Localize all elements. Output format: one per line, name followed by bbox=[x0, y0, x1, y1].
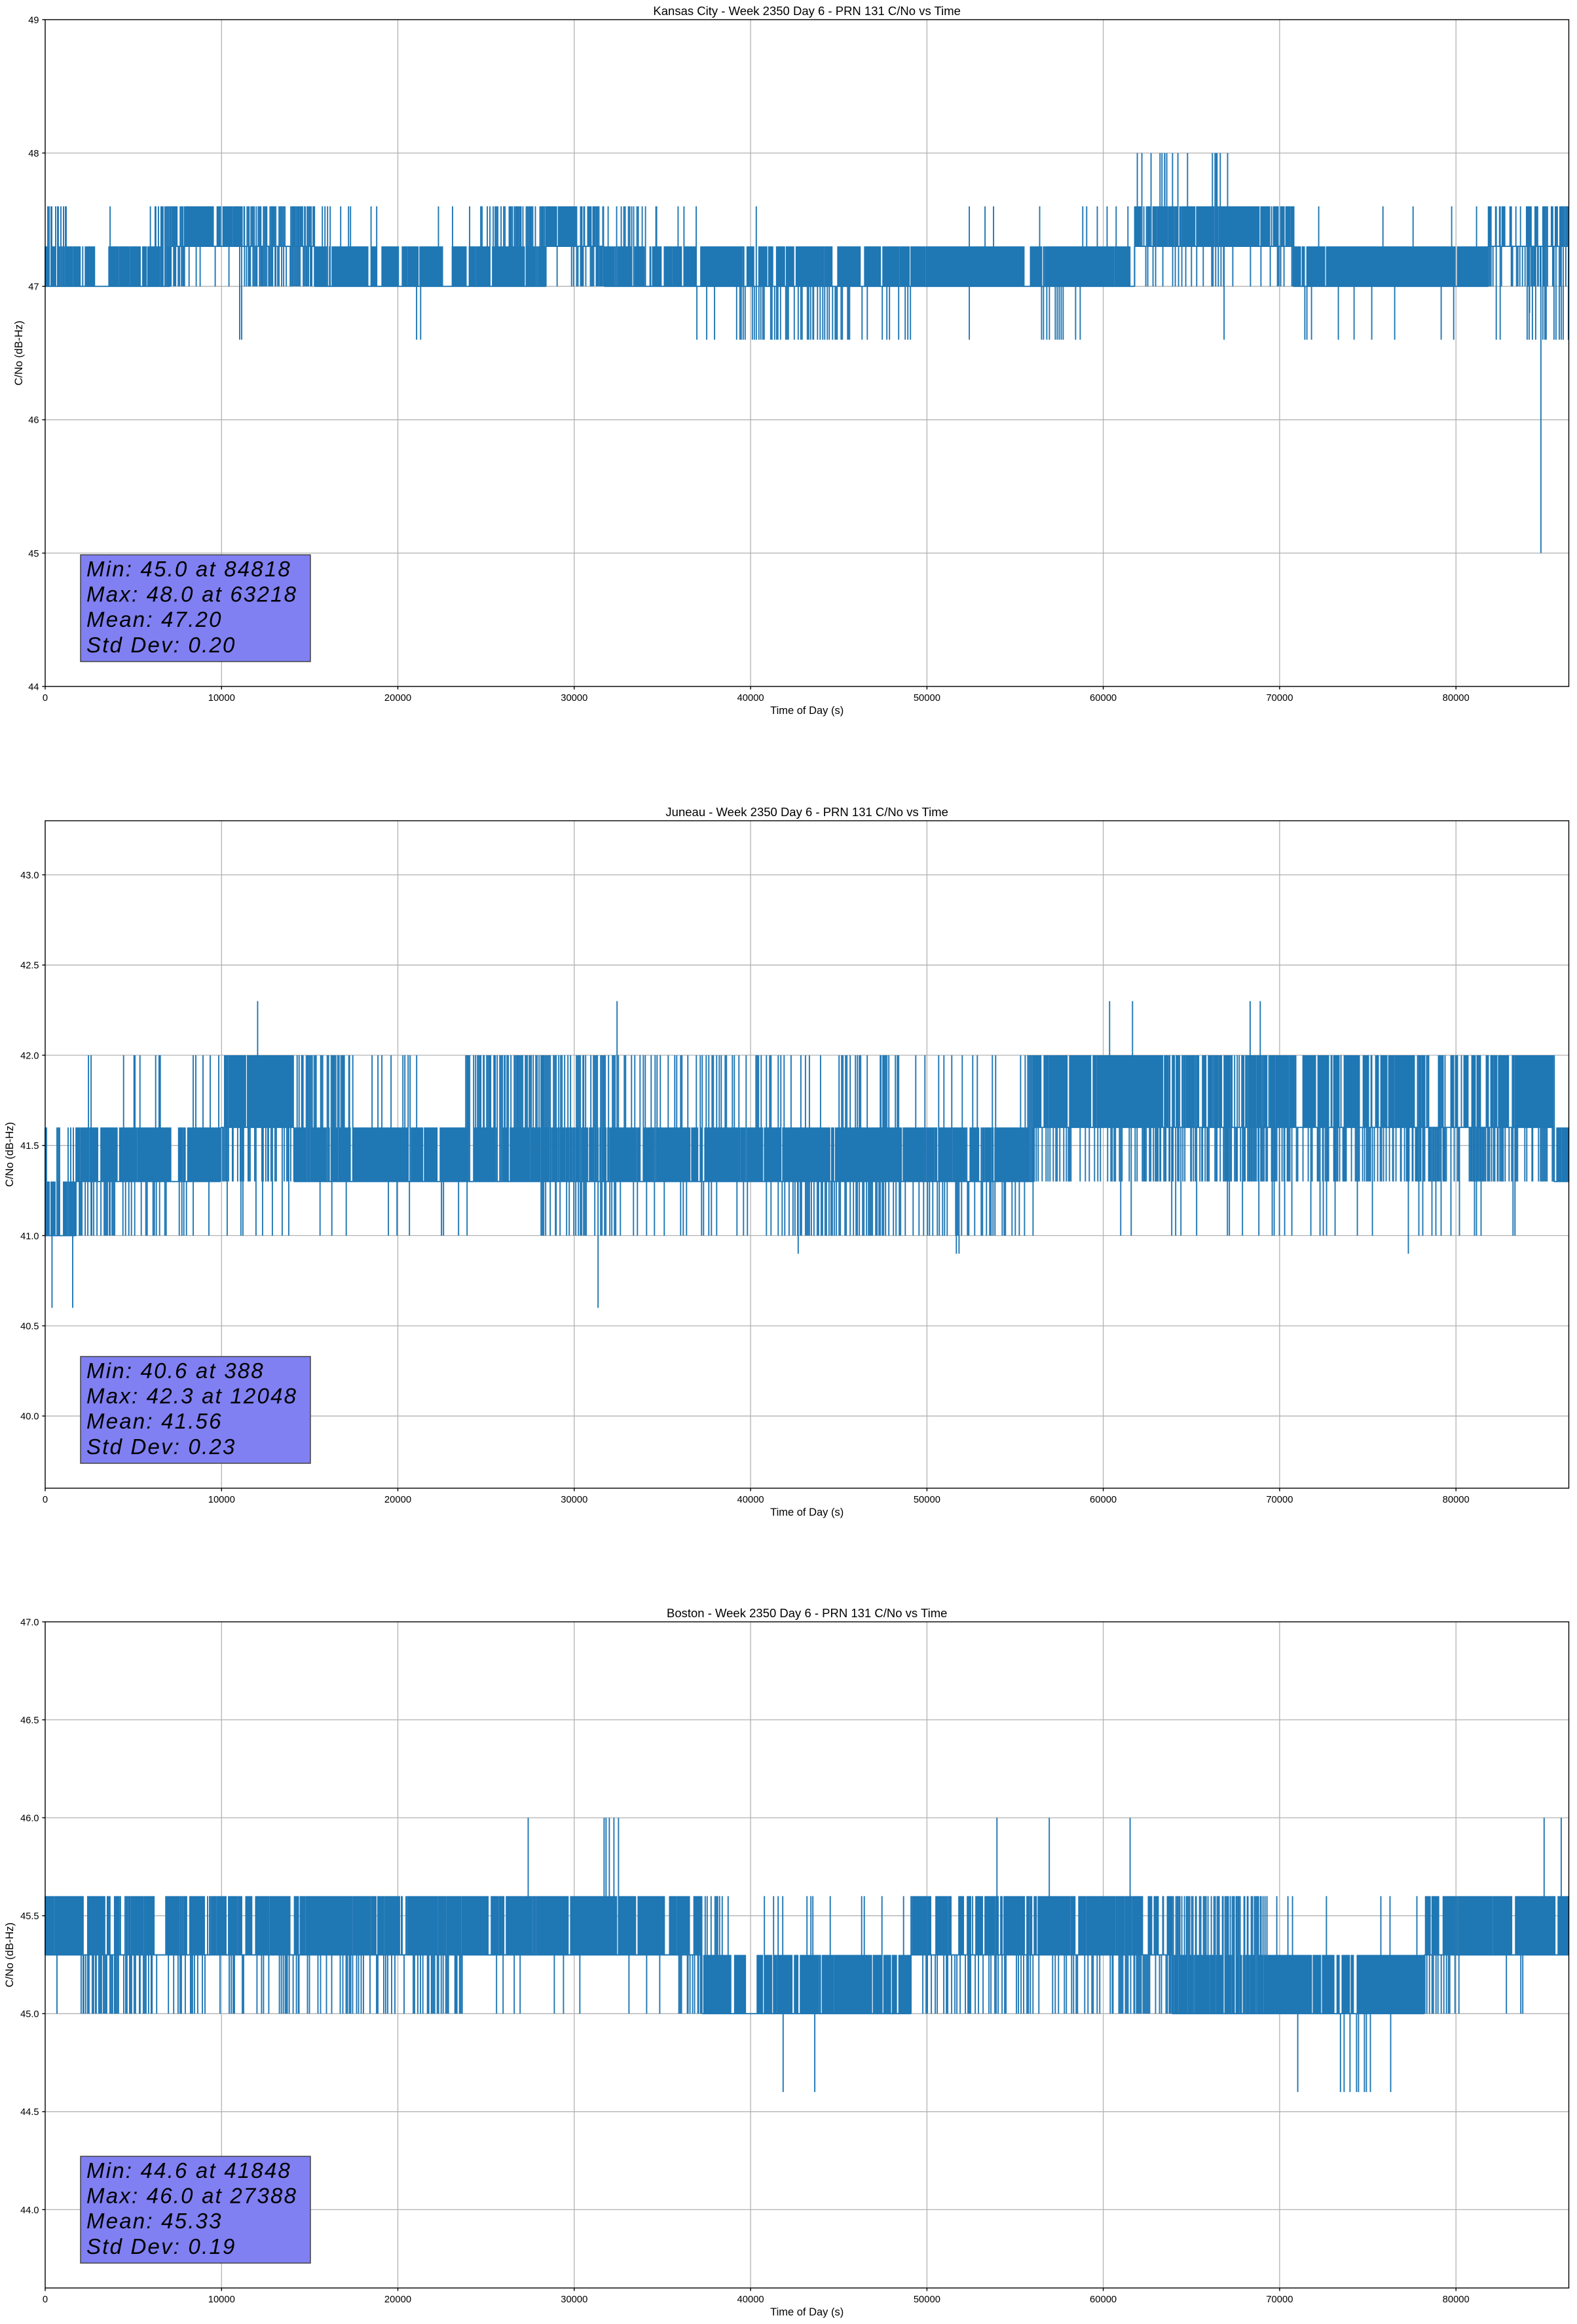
svg-text:0: 0 bbox=[43, 1495, 48, 1505]
svg-text:70000: 70000 bbox=[1266, 693, 1293, 703]
svg-text:C/No (dB-Hz): C/No (dB-Hz) bbox=[4, 1922, 16, 1987]
svg-text:30000: 30000 bbox=[561, 693, 587, 703]
svg-text:44.5: 44.5 bbox=[20, 2107, 39, 2118]
svg-text:Std Dev: 0.19: Std Dev: 0.19 bbox=[86, 2234, 236, 2258]
svg-text:Max: 46.0 at 27388: Max: 46.0 at 27388 bbox=[86, 2184, 297, 2208]
svg-text:80000: 80000 bbox=[1443, 693, 1470, 703]
svg-text:Min: 45.0 at 84818: Min: 45.0 at 84818 bbox=[86, 557, 291, 581]
svg-text:Time of Day (s): Time of Day (s) bbox=[770, 2306, 844, 2318]
svg-text:Min: 44.6 at 41848: Min: 44.6 at 41848 bbox=[86, 2158, 291, 2183]
svg-text:45: 45 bbox=[28, 549, 39, 559]
svg-text:44: 44 bbox=[28, 682, 39, 692]
svg-text:10000: 10000 bbox=[208, 1495, 235, 1505]
svg-text:40000: 40000 bbox=[737, 2295, 764, 2305]
svg-text:49: 49 bbox=[28, 15, 39, 26]
svg-text:50000: 50000 bbox=[914, 693, 940, 703]
svg-text:40000: 40000 bbox=[737, 693, 764, 703]
svg-text:46.0: 46.0 bbox=[20, 1814, 39, 1824]
svg-text:Time of Day (s): Time of Day (s) bbox=[770, 1507, 844, 1518]
svg-text:20000: 20000 bbox=[384, 1495, 411, 1505]
svg-text:Max: 42.3 at 12048: Max: 42.3 at 12048 bbox=[86, 1384, 297, 1408]
svg-text:Kansas City - Week 2350 Day 6: Kansas City - Week 2350 Day 6 - PRN 131 … bbox=[653, 4, 961, 18]
svg-text:C/No (dB-Hz): C/No (dB-Hz) bbox=[13, 320, 25, 385]
svg-text:30000: 30000 bbox=[561, 2295, 587, 2305]
svg-text:48: 48 bbox=[28, 149, 39, 159]
svg-text:41.0: 41.0 bbox=[20, 1231, 39, 1242]
svg-text:42.0: 42.0 bbox=[20, 1051, 39, 1061]
svg-text:Mean: 45.33: Mean: 45.33 bbox=[86, 2209, 223, 2233]
svg-text:41.5: 41.5 bbox=[20, 1141, 39, 1152]
svg-text:Mean: 41.56: Mean: 41.56 bbox=[86, 1409, 223, 1433]
svg-text:46.5: 46.5 bbox=[20, 1715, 39, 1726]
svg-text:0: 0 bbox=[43, 2295, 48, 2305]
svg-text:70000: 70000 bbox=[1266, 1495, 1293, 1505]
svg-text:0: 0 bbox=[43, 693, 48, 703]
svg-text:60000: 60000 bbox=[1090, 2295, 1117, 2305]
svg-text:20000: 20000 bbox=[384, 2295, 411, 2305]
svg-text:Mean: 47.20: Mean: 47.20 bbox=[86, 607, 223, 631]
svg-text:43.0: 43.0 bbox=[20, 871, 39, 881]
svg-text:30000: 30000 bbox=[561, 1495, 587, 1505]
svg-text:50000: 50000 bbox=[914, 1495, 940, 1505]
svg-text:Boston - Week 2350 Day 6 - PRN: Boston - Week 2350 Day 6 - PRN 131 C/No … bbox=[667, 1606, 947, 1620]
svg-text:80000: 80000 bbox=[1443, 1495, 1470, 1505]
svg-text:Std Dev: 0.23: Std Dev: 0.23 bbox=[86, 1434, 236, 1459]
svg-text:20000: 20000 bbox=[384, 693, 411, 703]
svg-text:42.5: 42.5 bbox=[20, 961, 39, 971]
svg-text:44.0: 44.0 bbox=[20, 2205, 39, 2216]
svg-text:70000: 70000 bbox=[1266, 2295, 1293, 2305]
svg-text:45.0: 45.0 bbox=[20, 2010, 39, 2020]
svg-text:Max: 48.0 at 63218: Max: 48.0 at 63218 bbox=[86, 582, 297, 607]
svg-text:10000: 10000 bbox=[208, 693, 235, 703]
svg-text:Time of Day (s): Time of Day (s) bbox=[770, 705, 844, 717]
svg-text:50000: 50000 bbox=[914, 2295, 940, 2305]
svg-text:46: 46 bbox=[28, 415, 39, 426]
svg-text:40.0: 40.0 bbox=[20, 1412, 39, 1422]
svg-text:40000: 40000 bbox=[737, 1495, 764, 1505]
svg-text:47.0: 47.0 bbox=[20, 1617, 39, 1628]
svg-text:60000: 60000 bbox=[1090, 693, 1117, 703]
svg-text:80000: 80000 bbox=[1443, 2295, 1470, 2305]
svg-text:45.5: 45.5 bbox=[20, 1911, 39, 1922]
svg-text:Juneau - Week 2350 Day 6 - PRN: Juneau - Week 2350 Day 6 - PRN 131 C/No … bbox=[665, 805, 948, 819]
svg-text:47: 47 bbox=[28, 282, 39, 293]
svg-text:40.5: 40.5 bbox=[20, 1322, 39, 1332]
svg-text:Std Dev: 0.20: Std Dev: 0.20 bbox=[86, 633, 236, 657]
svg-text:C/No (dB-Hz): C/No (dB-Hz) bbox=[4, 1122, 16, 1187]
svg-text:10000: 10000 bbox=[208, 2295, 235, 2305]
svg-text:Min: 40.6 at 388: Min: 40.6 at 388 bbox=[86, 1359, 265, 1383]
svg-text:60000: 60000 bbox=[1090, 1495, 1117, 1505]
